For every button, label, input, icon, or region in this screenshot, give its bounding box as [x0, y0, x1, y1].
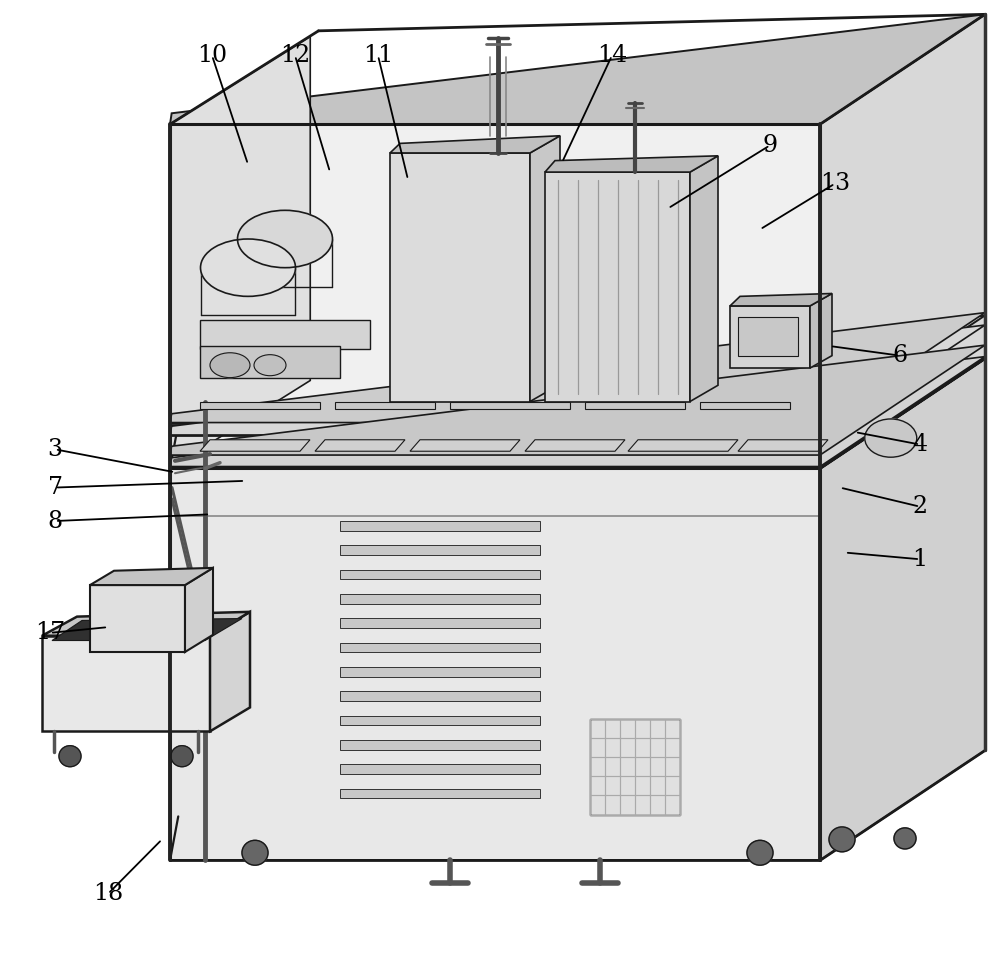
- Polygon shape: [185, 568, 213, 652]
- Polygon shape: [42, 612, 250, 636]
- Polygon shape: [340, 619, 540, 628]
- Ellipse shape: [200, 239, 296, 296]
- Circle shape: [59, 746, 81, 767]
- Polygon shape: [340, 667, 540, 677]
- Polygon shape: [200, 402, 320, 409]
- Polygon shape: [170, 313, 985, 423]
- Polygon shape: [200, 346, 340, 378]
- Polygon shape: [210, 612, 250, 731]
- Polygon shape: [52, 619, 242, 641]
- Text: 18: 18: [93, 882, 123, 905]
- Text: 13: 13: [820, 172, 850, 195]
- Circle shape: [747, 840, 773, 865]
- Ellipse shape: [865, 419, 917, 457]
- Polygon shape: [690, 156, 718, 402]
- Polygon shape: [590, 719, 680, 815]
- Polygon shape: [170, 36, 310, 468]
- Polygon shape: [730, 306, 810, 368]
- Polygon shape: [730, 293, 832, 306]
- Text: 10: 10: [197, 44, 227, 67]
- Text: 8: 8: [47, 510, 63, 532]
- Polygon shape: [315, 440, 405, 451]
- Text: 3: 3: [48, 438, 62, 461]
- Polygon shape: [340, 740, 540, 750]
- Polygon shape: [390, 153, 530, 402]
- Polygon shape: [170, 358, 985, 468]
- Ellipse shape: [238, 210, 332, 268]
- Polygon shape: [585, 402, 685, 409]
- Text: 2: 2: [912, 495, 928, 518]
- Text: 12: 12: [280, 44, 310, 67]
- Polygon shape: [340, 789, 540, 798]
- Polygon shape: [738, 317, 798, 356]
- Polygon shape: [340, 521, 540, 531]
- Polygon shape: [170, 315, 985, 425]
- Polygon shape: [170, 124, 820, 468]
- Polygon shape: [390, 136, 560, 153]
- Text: 9: 9: [762, 134, 778, 157]
- Polygon shape: [545, 172, 690, 402]
- Polygon shape: [170, 345, 985, 455]
- Polygon shape: [700, 402, 790, 409]
- Polygon shape: [340, 642, 540, 652]
- Polygon shape: [340, 765, 540, 774]
- Polygon shape: [340, 716, 540, 726]
- Circle shape: [829, 827, 855, 852]
- Polygon shape: [628, 440, 738, 451]
- Ellipse shape: [254, 355, 286, 376]
- Polygon shape: [545, 156, 718, 172]
- Polygon shape: [820, 358, 985, 860]
- Polygon shape: [170, 325, 985, 435]
- Text: 6: 6: [892, 344, 908, 367]
- Polygon shape: [170, 14, 985, 124]
- Polygon shape: [340, 545, 540, 554]
- Polygon shape: [410, 440, 520, 451]
- Text: 1: 1: [912, 548, 928, 571]
- Polygon shape: [90, 585, 185, 652]
- Polygon shape: [42, 636, 210, 731]
- Text: 4: 4: [912, 433, 928, 456]
- Polygon shape: [450, 402, 570, 409]
- Polygon shape: [340, 570, 540, 579]
- Polygon shape: [530, 136, 560, 402]
- Polygon shape: [170, 357, 985, 467]
- Polygon shape: [200, 440, 310, 451]
- Ellipse shape: [210, 353, 250, 378]
- Circle shape: [242, 840, 268, 865]
- Polygon shape: [738, 440, 828, 451]
- Text: 14: 14: [597, 44, 627, 67]
- Text: 11: 11: [363, 44, 393, 67]
- Text: 17: 17: [35, 621, 65, 644]
- Circle shape: [894, 828, 916, 849]
- Polygon shape: [340, 594, 540, 603]
- Polygon shape: [525, 440, 625, 451]
- Polygon shape: [200, 320, 370, 349]
- Polygon shape: [90, 568, 213, 585]
- Polygon shape: [340, 691, 540, 701]
- Polygon shape: [335, 402, 435, 409]
- Polygon shape: [810, 293, 832, 368]
- Polygon shape: [820, 14, 985, 468]
- Circle shape: [171, 746, 193, 767]
- Polygon shape: [170, 468, 820, 860]
- Text: 7: 7: [48, 476, 62, 499]
